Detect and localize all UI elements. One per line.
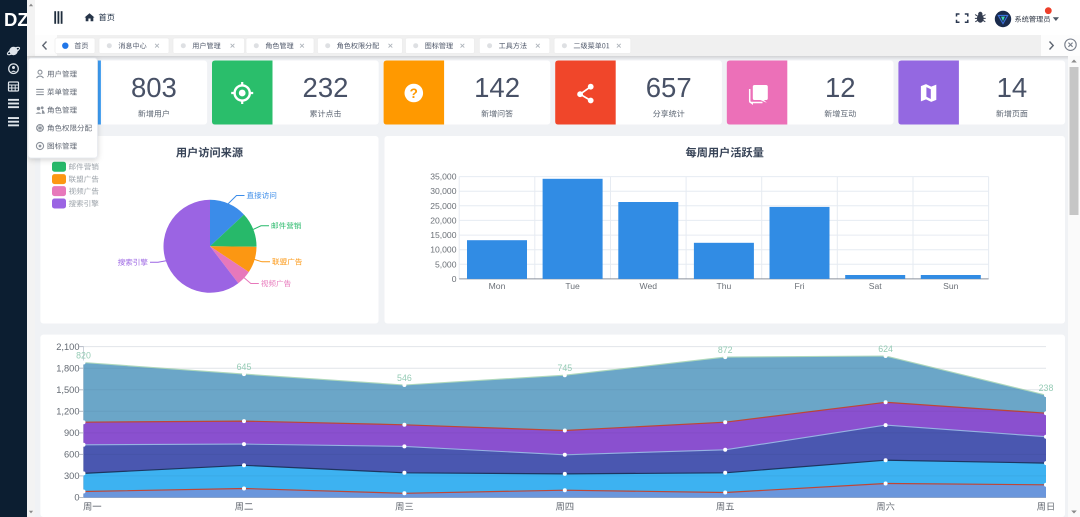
- svg-text:20,000: 20,000: [430, 215, 457, 225]
- svg-text:Thu: Thu: [716, 281, 731, 291]
- svg-text:35,000: 35,000: [430, 172, 457, 182]
- svg-text:10,000: 10,000: [430, 245, 457, 255]
- svg-text:Sun: Sun: [943, 281, 959, 291]
- svg-text:900: 900: [64, 428, 80, 438]
- svg-text:300: 300: [64, 471, 80, 481]
- svg-text:Wed: Wed: [640, 281, 658, 291]
- svg-text:624: 624: [878, 344, 893, 354]
- svg-text:872: 872: [718, 345, 733, 355]
- svg-text:1,200: 1,200: [56, 407, 79, 417]
- svg-text:14: 14: [997, 72, 1028, 103]
- svg-text:1,500: 1,500: [56, 385, 79, 395]
- svg-text:Sat: Sat: [869, 281, 883, 291]
- svg-text:645: 645: [237, 362, 252, 372]
- svg-text:232: 232: [303, 72, 349, 103]
- svg-text:0: 0: [74, 493, 79, 503]
- svg-text:142: 142: [474, 72, 520, 103]
- svg-text:2,100: 2,100: [56, 342, 79, 352]
- svg-text:803: 803: [131, 72, 177, 103]
- svg-text:657: 657: [646, 72, 692, 103]
- svg-text:?: ?: [410, 86, 418, 101]
- svg-text:Tue: Tue: [565, 281, 580, 291]
- svg-text:15,000: 15,000: [430, 230, 457, 240]
- svg-text:820: 820: [76, 350, 91, 360]
- svg-text:Fri: Fri: [794, 281, 804, 291]
- svg-text:1,800: 1,800: [56, 363, 79, 373]
- svg-text:DZ: DZ: [4, 9, 29, 30]
- svg-text:12: 12: [825, 72, 856, 103]
- svg-text:600: 600: [64, 450, 80, 460]
- svg-text:25,000: 25,000: [430, 201, 457, 211]
- svg-text:546: 546: [397, 373, 412, 383]
- svg-text:0: 0: [452, 274, 457, 284]
- svg-text:745: 745: [557, 363, 572, 373]
- svg-text:Mon: Mon: [489, 281, 506, 291]
- svg-text:5,000: 5,000: [435, 259, 457, 269]
- svg-text:30,000: 30,000: [430, 186, 457, 196]
- svg-text:238: 238: [1039, 383, 1054, 393]
